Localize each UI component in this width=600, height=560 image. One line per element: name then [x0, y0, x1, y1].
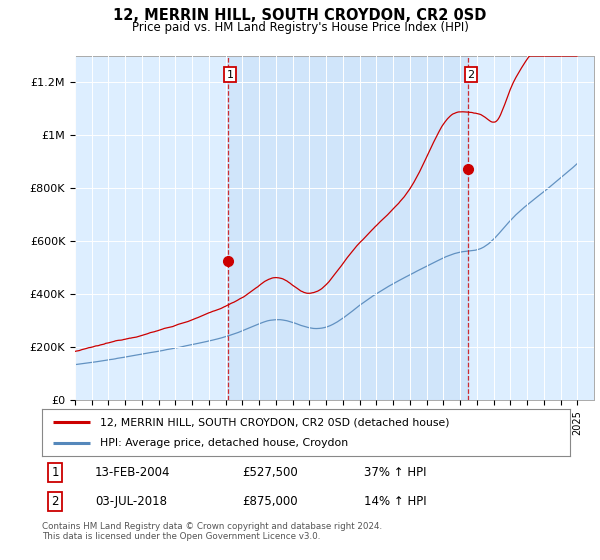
Text: 14% ↑ HPI: 14% ↑ HPI: [364, 495, 427, 508]
Text: Contains HM Land Registry data © Crown copyright and database right 2024.
This d: Contains HM Land Registry data © Crown c…: [42, 522, 382, 542]
Text: 2: 2: [52, 495, 59, 508]
Text: 1: 1: [227, 69, 233, 80]
Text: £875,000: £875,000: [242, 495, 298, 508]
Text: 2: 2: [467, 69, 475, 80]
Text: HPI: Average price, detached house, Croydon: HPI: Average price, detached house, Croy…: [100, 438, 348, 448]
Text: £527,500: £527,500: [242, 465, 298, 479]
Bar: [227, 56, 469, 400]
Text: 03-JUL-2018: 03-JUL-2018: [95, 495, 167, 508]
Text: 13-FEB-2004: 13-FEB-2004: [95, 465, 170, 479]
Text: Price paid vs. HM Land Registry's House Price Index (HPI): Price paid vs. HM Land Registry's House …: [131, 21, 469, 34]
Text: 12, MERRIN HILL, SOUTH CROYDON, CR2 0SD: 12, MERRIN HILL, SOUTH CROYDON, CR2 0SD: [113, 8, 487, 24]
Text: 1: 1: [52, 465, 59, 479]
Text: 37% ↑ HPI: 37% ↑ HPI: [364, 465, 427, 479]
Text: 12, MERRIN HILL, SOUTH CROYDON, CR2 0SD (detached house): 12, MERRIN HILL, SOUTH CROYDON, CR2 0SD …: [100, 417, 449, 427]
